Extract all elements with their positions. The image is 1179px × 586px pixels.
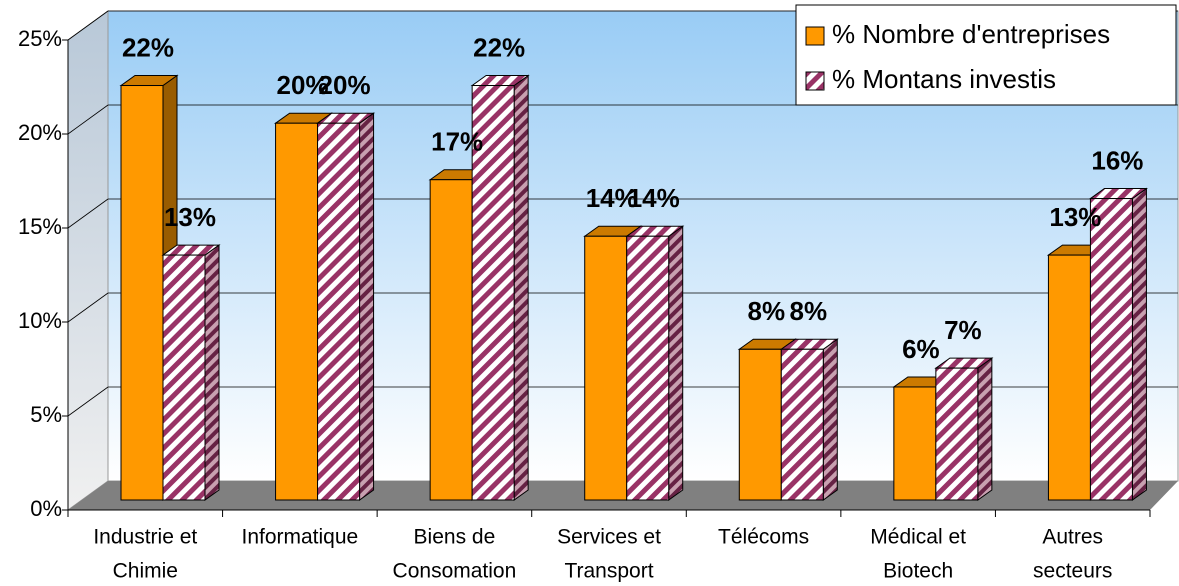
bar-side bbox=[822, 338, 838, 501]
y-tick-label: 20% bbox=[18, 120, 62, 145]
value-label: 13% bbox=[164, 202, 216, 232]
bar-side bbox=[668, 225, 684, 501]
bar-side bbox=[204, 244, 220, 501]
value-label: 7% bbox=[944, 315, 982, 345]
value-label: 20% bbox=[319, 70, 371, 100]
bar bbox=[120, 85, 164, 501]
legend-swatch bbox=[805, 26, 825, 46]
value-label: 14% bbox=[628, 183, 680, 213]
bar bbox=[429, 179, 473, 501]
x-tick-label: Transport bbox=[564, 560, 653, 583]
value-label: 6% bbox=[902, 334, 940, 364]
legend-label: % Montans investis bbox=[832, 64, 1056, 94]
x-tick-label: Consomation bbox=[393, 560, 517, 583]
x-tick-label: secteurs bbox=[1033, 560, 1112, 583]
value-label: 22% bbox=[473, 32, 525, 62]
x-tick-label: Industrie et bbox=[93, 526, 197, 549]
bar bbox=[780, 348, 824, 501]
bar bbox=[471, 85, 515, 501]
grid-line bbox=[67, 104, 109, 135]
legend bbox=[795, 4, 1177, 106]
x-tick-label: Médical et bbox=[870, 526, 966, 549]
bar bbox=[1089, 198, 1133, 501]
y-tick-label: 10% bbox=[18, 308, 62, 333]
bar bbox=[317, 122, 361, 501]
bar-side bbox=[359, 112, 375, 501]
side-wall bbox=[67, 10, 109, 511]
bar bbox=[275, 122, 319, 501]
grid-line bbox=[67, 10, 109, 41]
bar bbox=[893, 386, 937, 501]
x-tick-label: Chimie bbox=[113, 560, 178, 583]
bar bbox=[1047, 254, 1091, 501]
legend-label: % Nombre d'entreprises bbox=[832, 19, 1110, 49]
value-label: 13% bbox=[1049, 202, 1101, 232]
x-tick-label: Services et bbox=[557, 526, 661, 549]
bar bbox=[584, 235, 628, 501]
value-label: 16% bbox=[1091, 145, 1143, 175]
bar bbox=[935, 367, 979, 501]
value-label: 22% bbox=[122, 32, 174, 62]
bar bbox=[626, 235, 670, 501]
x-tick-label: Biens de bbox=[414, 526, 496, 549]
value-label: 17% bbox=[431, 127, 483, 157]
grid-line bbox=[67, 198, 109, 229]
value-label: 20% bbox=[277, 70, 329, 100]
y-tick-label: 5% bbox=[30, 402, 62, 427]
y-tick-label: 0% bbox=[30, 496, 62, 521]
value-label: 14% bbox=[586, 183, 638, 213]
x-tick-label: Informatique bbox=[241, 526, 358, 549]
grid-line bbox=[67, 292, 109, 323]
bar bbox=[738, 348, 782, 501]
x-tick-label: Biotech bbox=[883, 560, 953, 583]
bar-side bbox=[977, 357, 993, 501]
x-tick-label: Autres bbox=[1042, 526, 1103, 549]
legend-swatch bbox=[805, 71, 825, 91]
y-tick-label: 15% bbox=[18, 214, 62, 239]
x-tick-label: Télécoms bbox=[718, 526, 809, 549]
bar bbox=[162, 254, 206, 501]
bar-side bbox=[1131, 187, 1147, 501]
y-tick-label: 25% bbox=[18, 26, 62, 51]
value-label: 8% bbox=[747, 296, 785, 326]
grid-line bbox=[67, 386, 109, 417]
value-label: 8% bbox=[789, 296, 827, 326]
bar-side bbox=[513, 74, 529, 501]
